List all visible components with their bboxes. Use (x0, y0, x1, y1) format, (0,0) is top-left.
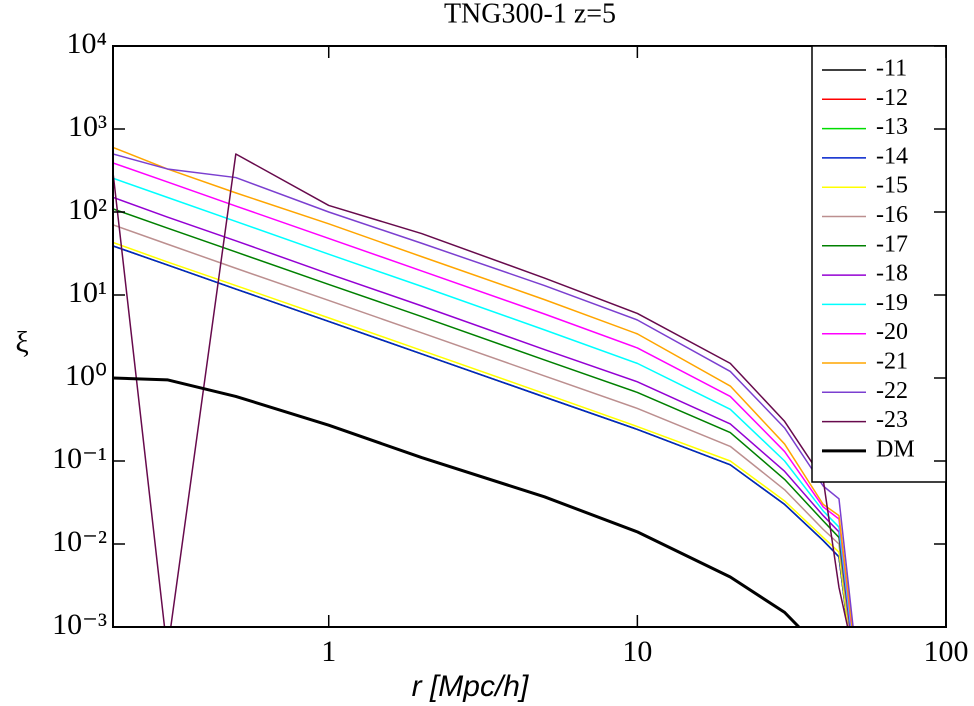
plot-area (113, 146, 854, 627)
y-tick-label: 10⁻¹ (52, 442, 107, 475)
series-line (113, 146, 853, 627)
series-line (113, 208, 851, 627)
series-line (113, 162, 853, 627)
x-tick-label: 1 (321, 635, 336, 668)
y-tick-label: 10¹ (68, 276, 107, 309)
legend-label: -23 (876, 407, 908, 433)
y-tick-label: 10⁰ (65, 359, 107, 392)
legend-label: -17 (876, 231, 908, 257)
legend-label: -11 (876, 56, 907, 82)
series-line (113, 177, 852, 627)
series-line (113, 245, 849, 627)
legend-label: -22 (876, 378, 908, 404)
legend-label: -14 (876, 143, 908, 169)
y-tick-label: 10⁻³ (52, 608, 107, 641)
y-tick-label: 10² (68, 193, 107, 226)
chart-title: TNG300-1 z=5 (444, 0, 616, 29)
x-tick-label: 100 (924, 635, 969, 668)
legend-label: -18 (876, 261, 908, 287)
legend-label: DM (876, 436, 915, 462)
y-tick-label: 10⁴ (67, 27, 107, 60)
x-axis-label: r [Mpc/h] (412, 670, 529, 703)
series-line (113, 153, 854, 627)
y-tick-label: 10⁻² (52, 525, 107, 558)
legend-box (811, 45, 947, 483)
legend-label: -20 (876, 319, 908, 345)
series-line (113, 241, 849, 627)
y-tick-label: 10³ (68, 110, 107, 143)
series-line (113, 153, 849, 627)
legend-label: -13 (876, 114, 908, 140)
series-line (113, 245, 849, 627)
series-line (113, 245, 849, 627)
series-line (113, 377, 800, 627)
legend-label: -15 (876, 173, 908, 199)
legend-label: -21 (876, 349, 908, 375)
x-tick-label: 10 (622, 635, 652, 668)
series-line (113, 224, 850, 627)
series-line (113, 376, 801, 627)
y-axis-label: ξ (15, 326, 28, 359)
legend-label: -19 (876, 290, 908, 316)
legend-label: -16 (876, 202, 908, 228)
legend-label: -12 (876, 85, 908, 111)
